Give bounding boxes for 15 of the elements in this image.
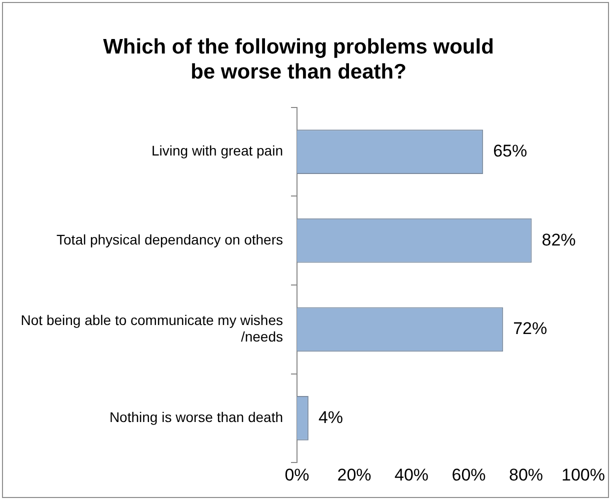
y-tick-label: Nothing is worse than death [109,409,283,426]
chart-title: Which of the following problems would be worse than death? [103,35,494,84]
data-label: 65% [493,141,528,160]
x-tick-label: 60% [452,465,486,484]
y-tick-label: Total physical dependancy on others [56,231,283,248]
x-tick-label: 40% [394,465,429,484]
x-tick-label: 20% [337,465,372,484]
x-tick-label: 0% [284,465,310,484]
y-tick-label: Living with great pain [151,142,283,159]
x-tick-label: 100% [562,465,605,484]
data-label: 72% [513,319,548,338]
x-tick-label: 80% [508,465,544,484]
data-label: 4% [318,408,344,427]
y-tick-label: Not being able to communicate my wishes /needs [20,312,283,345]
data-label: 82% [542,230,576,250]
